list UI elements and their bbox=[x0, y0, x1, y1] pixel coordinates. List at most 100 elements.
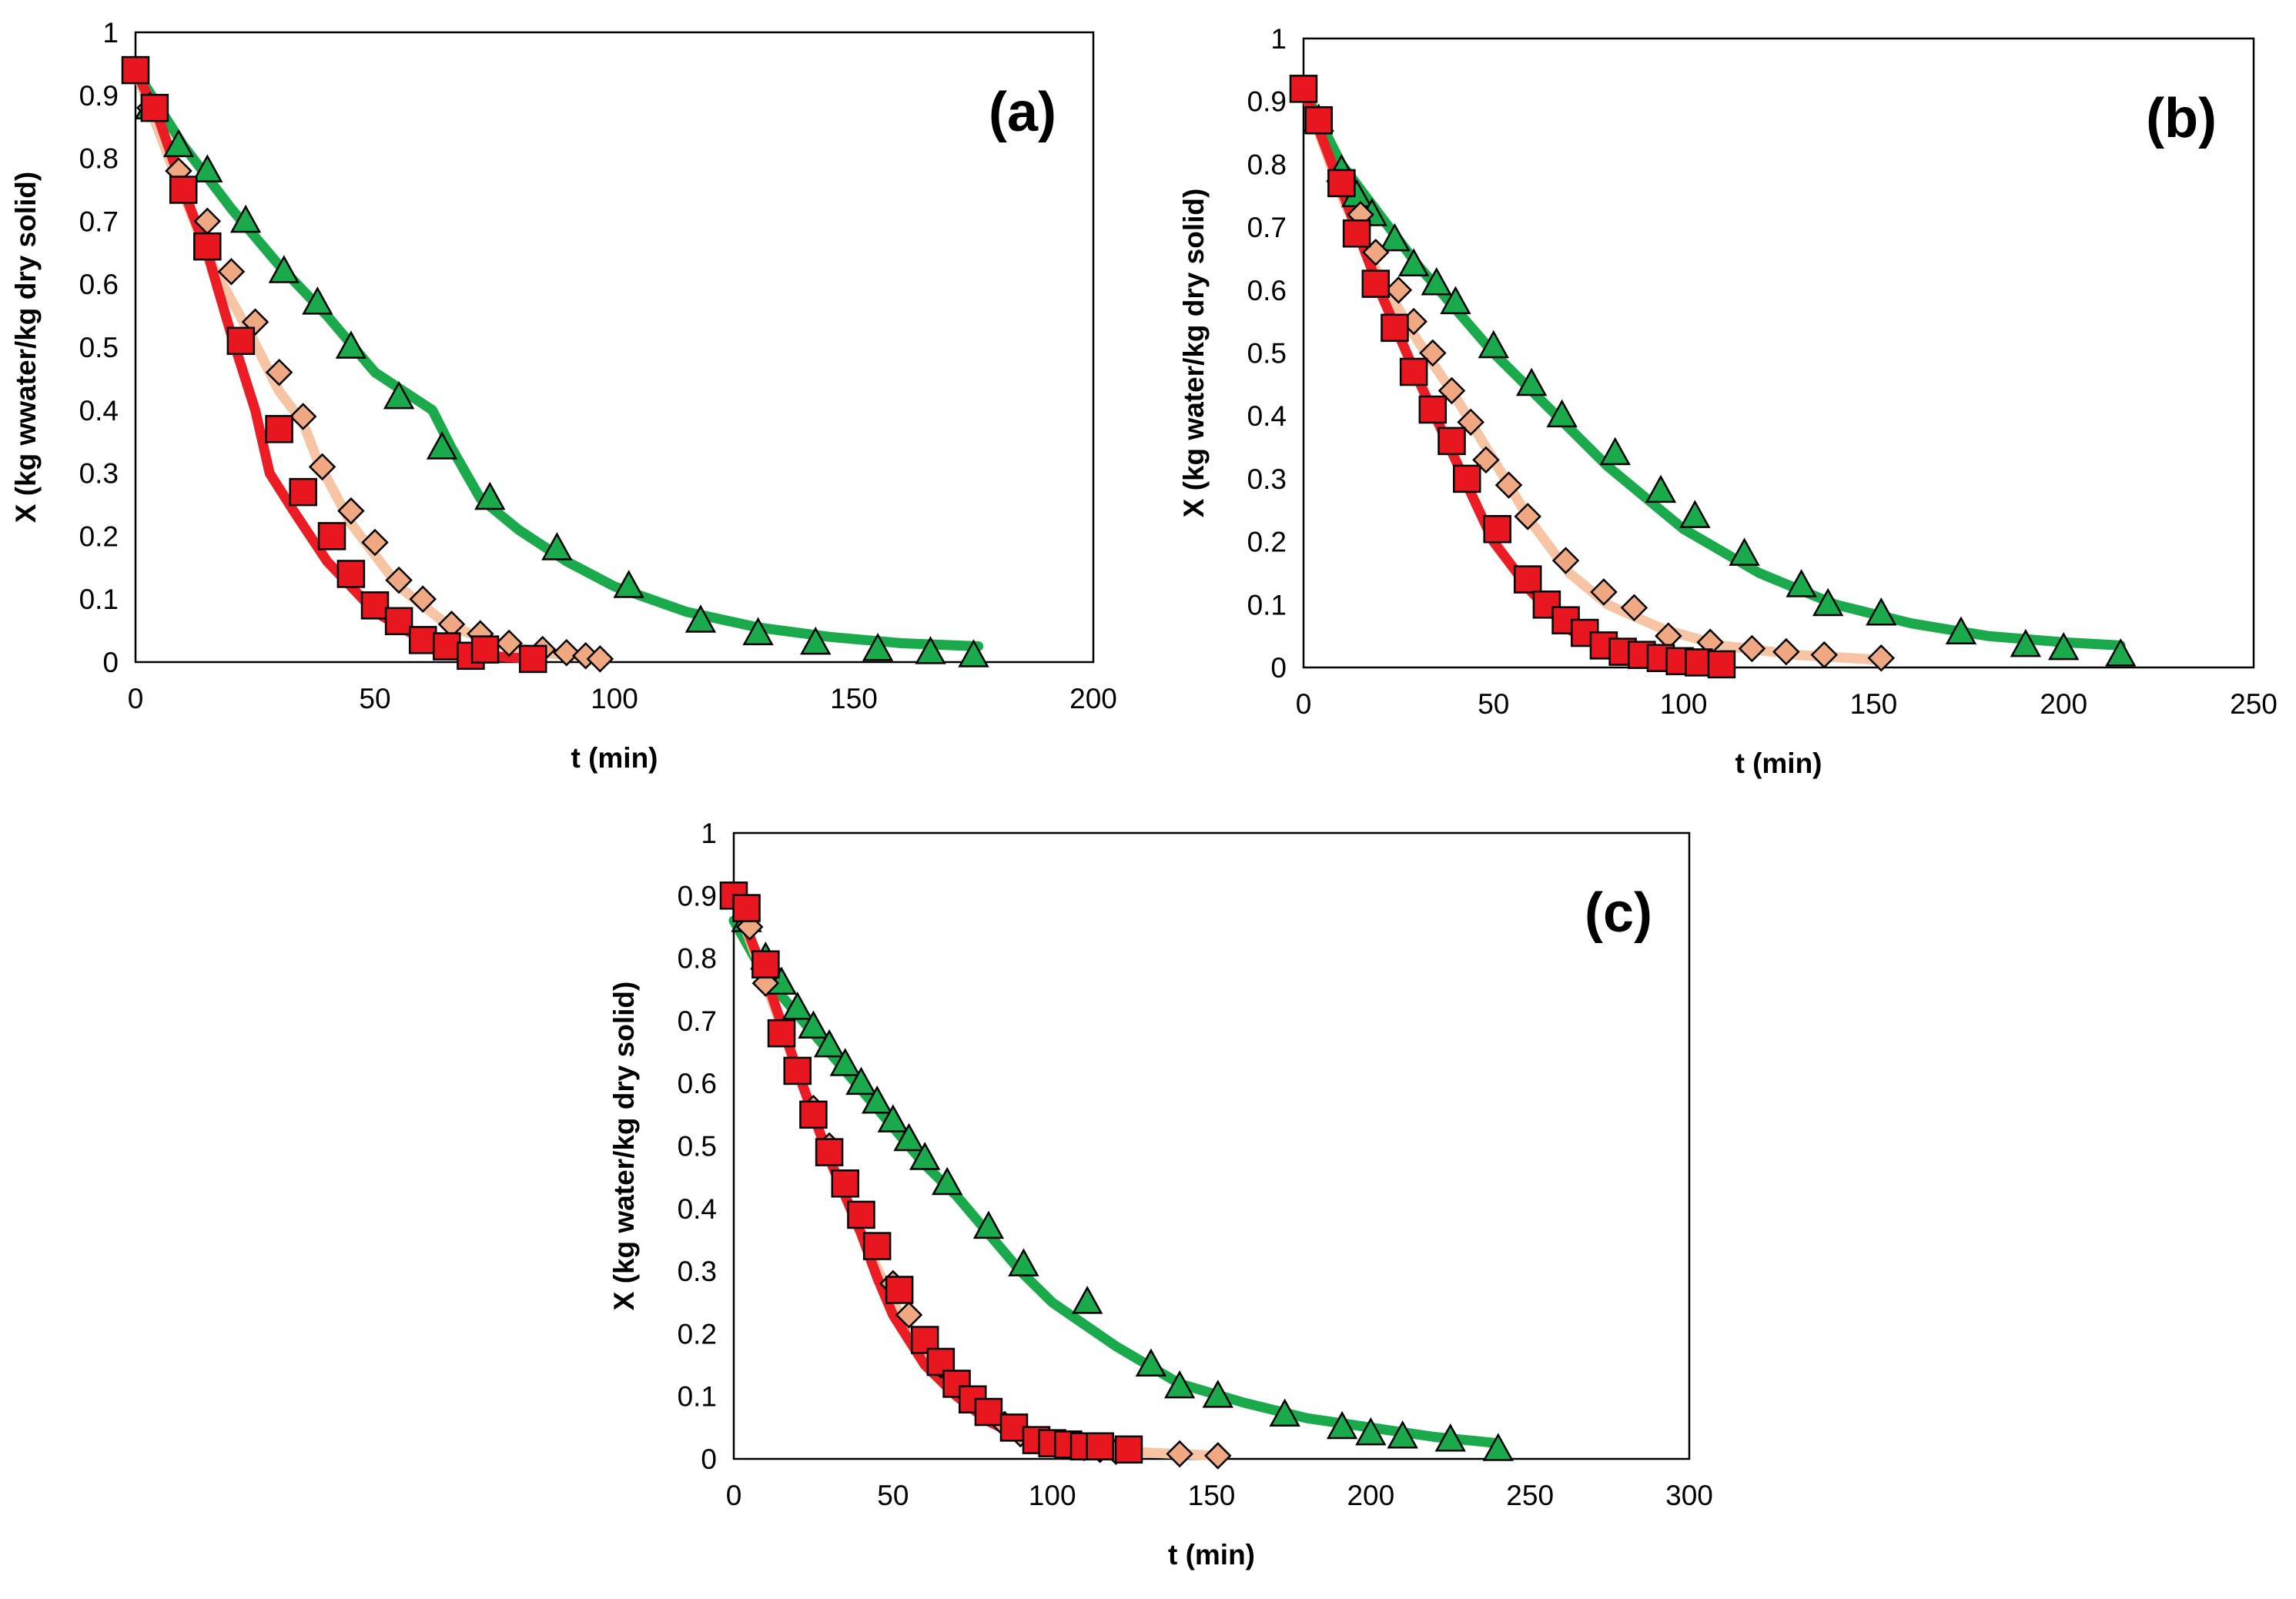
y-tick-label: 0.3 bbox=[1247, 463, 1287, 495]
y-tick-label: 0.2 bbox=[79, 520, 119, 552]
x-tick-label: 150 bbox=[830, 683, 878, 714]
panel-label: (b) bbox=[2146, 88, 2217, 149]
triangle-point bbox=[1072, 1286, 1103, 1314]
diamond-point bbox=[1772, 637, 1800, 666]
square-point bbox=[1114, 1435, 1143, 1464]
triangle-point bbox=[958, 639, 989, 667]
plot-frame bbox=[134, 31, 1095, 664]
triangle-point bbox=[877, 1104, 909, 1132]
triangle-point bbox=[1434, 1423, 1466, 1452]
triangle-point bbox=[861, 1086, 893, 1114]
x-tick-label: 50 bbox=[1478, 688, 1509, 720]
square-point bbox=[1289, 75, 1318, 103]
triangle-point bbox=[229, 204, 262, 233]
diamond-point bbox=[1438, 376, 1466, 405]
square-point bbox=[193, 232, 222, 261]
triangle-point bbox=[383, 380, 415, 410]
triangle-point bbox=[1440, 286, 1471, 315]
square-point bbox=[360, 591, 390, 620]
y-tick-label: 0.4 bbox=[79, 395, 119, 427]
panel-label: (c) bbox=[1585, 882, 1652, 944]
diamond-point bbox=[586, 645, 614, 673]
diamond-point bbox=[1204, 1442, 1232, 1470]
y-tick-label: 0.7 bbox=[678, 1005, 717, 1037]
square-point bbox=[519, 644, 547, 674]
diamond-point bbox=[217, 258, 246, 286]
y-tick-label: 0.4 bbox=[1247, 400, 1287, 432]
plot-frame bbox=[1302, 37, 2255, 669]
square-point bbox=[470, 635, 500, 664]
triangle-point bbox=[798, 1010, 829, 1039]
triangle-point bbox=[742, 617, 774, 646]
square-point bbox=[1483, 515, 1511, 544]
diamond-point bbox=[308, 453, 336, 481]
triangle-point bbox=[1355, 1417, 1387, 1446]
peach-fit-line bbox=[1298, 83, 1886, 665]
diamond-point bbox=[895, 1301, 923, 1329]
y-tick-label: 0.8 bbox=[79, 143, 119, 175]
triangle-point bbox=[2105, 638, 2137, 667]
square-point bbox=[408, 626, 437, 654]
diamond-point bbox=[337, 497, 365, 525]
square-point bbox=[1327, 169, 1356, 198]
triangle-point bbox=[613, 570, 644, 598]
y-tick-label: 0.5 bbox=[1247, 338, 1287, 370]
y-axis-title: X (kg water/kg dry solid) bbox=[1178, 189, 1210, 518]
y-tick-label: 0.5 bbox=[678, 1131, 717, 1162]
x-tick-label: 250 bbox=[1506, 1480, 1554, 1511]
diamond-point bbox=[409, 585, 437, 613]
y-tick-label: 0 bbox=[102, 647, 119, 678]
y-tick-label: 0.9 bbox=[678, 880, 717, 912]
triangle-point bbox=[192, 154, 223, 182]
square-point bbox=[1707, 650, 1736, 679]
y-axis-title: X (kg water/kg dry solid) bbox=[608, 982, 640, 1311]
y-tick-label: 0.9 bbox=[1247, 86, 1287, 118]
y-tick-label: 0.2 bbox=[1247, 527, 1287, 558]
y-tick-label: 0.9 bbox=[79, 80, 119, 112]
triangle-point bbox=[800, 626, 832, 655]
square-point bbox=[433, 632, 461, 661]
triangle-point bbox=[1866, 597, 1897, 626]
y-tick-label: 0.1 bbox=[678, 1381, 717, 1413]
square-point bbox=[265, 415, 293, 443]
y-tick-label: 0.8 bbox=[678, 943, 717, 975]
triangle-point bbox=[893, 1122, 925, 1152]
plot-frame bbox=[732, 831, 1691, 1460]
triangle-point bbox=[268, 255, 300, 283]
diamond-point bbox=[289, 403, 317, 430]
x-tick-label: 150 bbox=[1850, 688, 1898, 720]
chart-panel-b: 0 0.1 0.2 0.3 0.4 0.5 0.6 0.7 0.8 0.9 1 0 50 100 150 20… bbox=[1178, 23, 2278, 779]
triangle-point bbox=[541, 532, 573, 560]
x-tick-label: 100 bbox=[1660, 688, 1708, 720]
triangle-point bbox=[474, 481, 506, 510]
triangle-point bbox=[1546, 399, 1578, 428]
y-tick-label: 0.7 bbox=[79, 206, 119, 237]
triangle-point bbox=[1679, 500, 1711, 528]
triangle-point bbox=[1163, 1370, 1196, 1399]
square-point bbox=[226, 326, 256, 356]
square-point bbox=[1361, 269, 1391, 298]
diamond-point bbox=[1867, 644, 1896, 672]
x-tick-label: 0 bbox=[128, 683, 144, 714]
triangle-point bbox=[1515, 367, 1548, 396]
triangle-point bbox=[335, 330, 367, 359]
square-point bbox=[1086, 1432, 1114, 1460]
y-tick-label: 0.7 bbox=[1247, 212, 1287, 243]
triangle-point bbox=[162, 129, 195, 158]
y-tick-label: 0.1 bbox=[1247, 589, 1287, 621]
x-tick-label: 150 bbox=[1188, 1480, 1236, 1511]
square-point bbox=[1342, 219, 1371, 248]
x-axis-title: t (min) bbox=[571, 742, 658, 774]
diamond-point bbox=[1166, 1440, 1193, 1468]
triangle-point bbox=[684, 604, 717, 633]
triangle-point bbox=[1326, 1410, 1358, 1440]
y-tick-label: 0 bbox=[701, 1443, 717, 1475]
square-point bbox=[831, 1169, 860, 1198]
triangle-point bbox=[782, 992, 813, 1020]
y-tick-label: 0.3 bbox=[79, 458, 119, 490]
triangle-point bbox=[1421, 267, 1452, 296]
triangle-point bbox=[1008, 1248, 1039, 1276]
square-point bbox=[289, 477, 317, 507]
square-point bbox=[799, 1100, 828, 1129]
diamond-point bbox=[361, 528, 389, 557]
